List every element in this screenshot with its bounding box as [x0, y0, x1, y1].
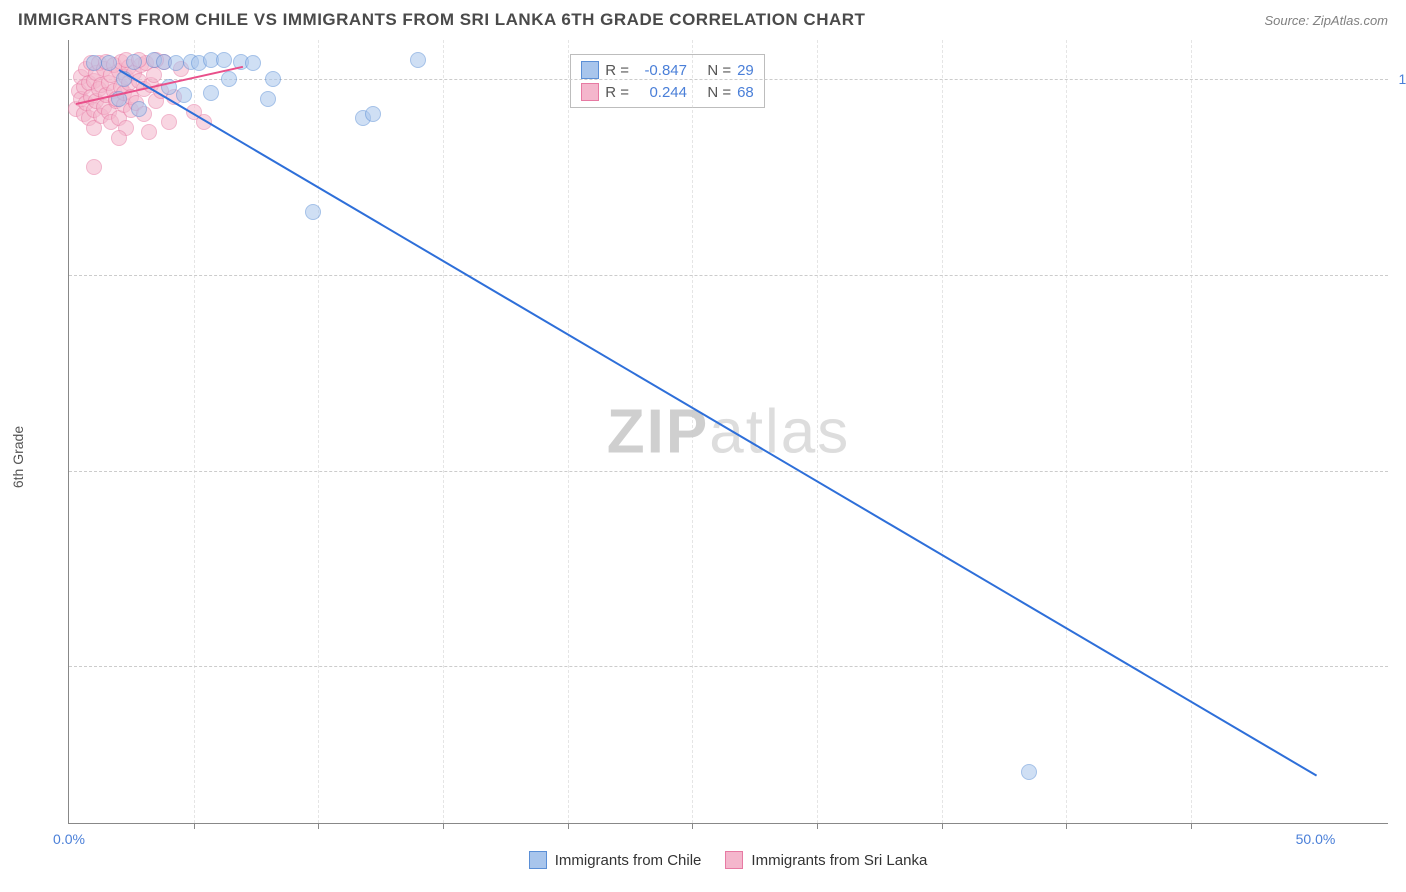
data-point-chile [203, 85, 219, 101]
gridline-v [942, 40, 943, 823]
source-label: Source: ZipAtlas.com [1264, 13, 1388, 28]
y-tick-label: 100.0% [1399, 71, 1406, 87]
legend-label-chile: Immigrants from Chile [555, 852, 702, 869]
data-point-chile [260, 91, 276, 107]
gridline-v [817, 40, 818, 823]
legend-item-srilanka: Immigrants from Sri Lanka [725, 851, 927, 869]
data-point-srilanka [86, 159, 102, 175]
data-point-srilanka [111, 130, 127, 146]
chart-container: 6th Grade ZIPatlas R = -0.847 N = 29 R =… [18, 40, 1388, 874]
data-point-chile [1021, 764, 1037, 780]
swatch-chile [581, 61, 599, 79]
data-point-srilanka [161, 114, 177, 130]
gridline-v [692, 40, 693, 823]
data-point-chile [245, 55, 261, 71]
legend-row-srilanka: R = 0.244 N = 68 [581, 81, 754, 103]
legend-row-chile: R = -0.847 N = 29 [581, 59, 754, 81]
gridline-v [443, 40, 444, 823]
data-point-chile [126, 54, 142, 70]
gridline-v [194, 40, 195, 823]
gridline-v [1066, 40, 1067, 823]
data-point-chile [101, 55, 117, 71]
x-tick-mark [692, 823, 693, 829]
y-axis-label: 6th Grade [10, 426, 26, 488]
data-point-chile [410, 52, 426, 68]
gridline-v [1191, 40, 1192, 823]
data-point-chile [131, 101, 147, 117]
data-point-srilanka [141, 124, 157, 140]
x-tick-mark [568, 823, 569, 829]
swatch-chile-icon [529, 851, 547, 869]
series-legend: Immigrants from Chile Immigrants from Sr… [68, 840, 1388, 880]
swatch-srilanka [581, 83, 599, 101]
trend-line-chile [118, 70, 1317, 777]
x-tick-mark [443, 823, 444, 829]
gridline-v [568, 40, 569, 823]
swatch-srilanka-icon [725, 851, 743, 869]
legend-item-chile: Immigrants from Chile [529, 851, 702, 869]
x-tick-mark [318, 823, 319, 829]
chart-title: IMMIGRANTS FROM CHILE VS IMMIGRANTS FROM… [18, 10, 865, 30]
x-tick-mark [817, 823, 818, 829]
data-point-chile [216, 52, 232, 68]
legend-label-srilanka: Immigrants from Sri Lanka [751, 852, 927, 869]
data-point-chile [221, 71, 237, 87]
data-point-chile [265, 71, 281, 87]
plot-area: ZIPatlas R = -0.847 N = 29 R = 0.244 N =… [68, 40, 1388, 824]
watermark: ZIPatlas [607, 396, 850, 467]
x-tick-mark [942, 823, 943, 829]
x-tick-mark [1066, 823, 1067, 829]
correlation-legend: R = -0.847 N = 29 R = 0.244 N = 68 [570, 54, 765, 108]
data-point-chile [365, 106, 381, 122]
data-point-srilanka [146, 67, 162, 83]
data-point-chile [176, 87, 192, 103]
data-point-chile [86, 55, 102, 71]
x-tick-mark [1191, 823, 1192, 829]
gridline-v [318, 40, 319, 823]
data-point-chile [168, 55, 184, 71]
data-point-chile [305, 204, 321, 220]
x-tick-mark [194, 823, 195, 829]
